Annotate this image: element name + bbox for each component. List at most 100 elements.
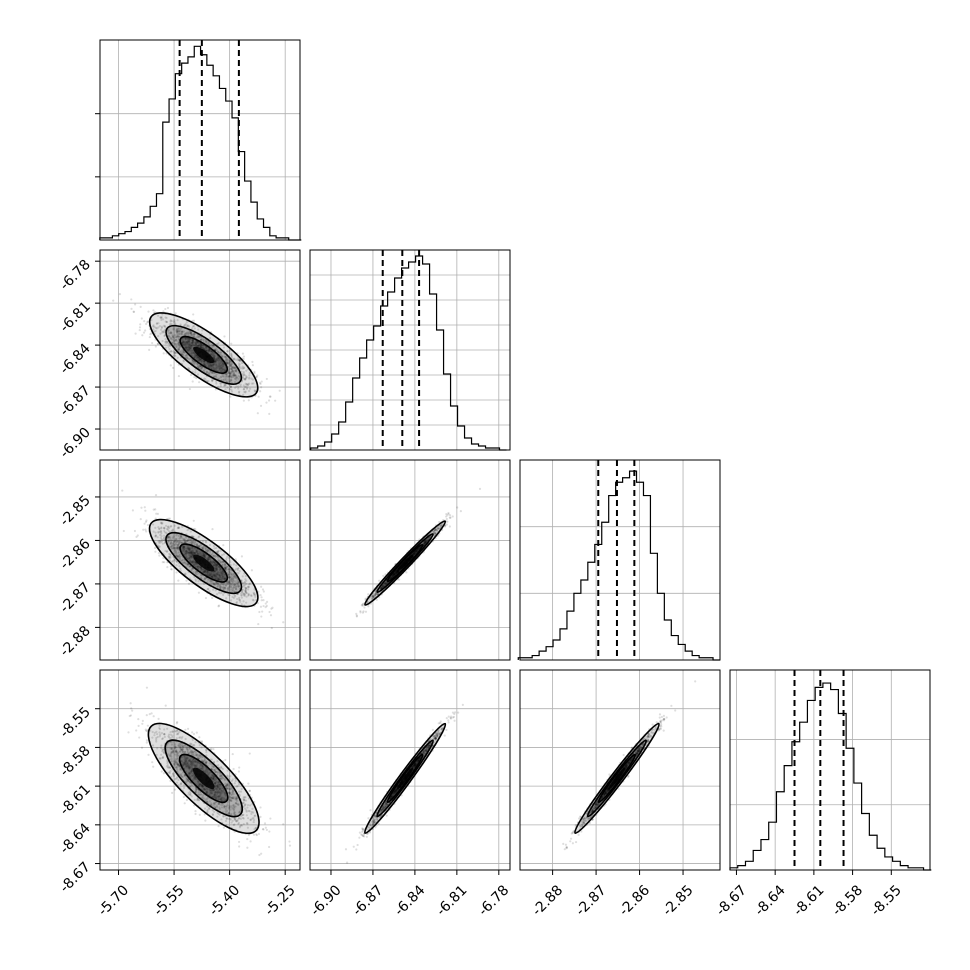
scatter-point [205,572,208,575]
scatter-point [197,552,200,555]
scatter-point [195,342,198,345]
scatter-point [130,307,133,310]
scatter-point [219,585,222,588]
scatter-point [234,374,237,377]
scatter-point [385,582,388,585]
scatter-point [152,508,155,511]
scatter-point [164,342,167,345]
scatter-point [254,595,257,598]
scatter-point [229,561,232,564]
scatter-point [232,584,235,587]
scatter-point [374,592,377,595]
scatter-point [238,598,241,602]
scatter-point [160,326,163,330]
scatter-point [393,572,396,576]
scatter-point [243,581,246,584]
panel-2-0: -2.88-2.87-2.86-2.85 [57,459,301,661]
scatter-point [268,830,271,833]
scatter-point [202,545,206,548]
scatter-point [413,553,416,556]
scatter-point [169,553,172,556]
scatter-point [436,527,440,530]
scatter-point [207,365,210,368]
scatter-point [234,585,238,589]
scatter-point [412,552,415,555]
scatter-point [212,564,215,567]
scatter-point [199,365,202,368]
scatter-point [143,506,146,509]
scatter-point [230,579,234,582]
scatter-point [230,363,234,366]
scatter-point [224,566,227,569]
scatter-point [228,576,231,579]
scatter-point [209,574,212,578]
scatter-point [222,571,225,574]
scatter-point [178,330,182,333]
scatter-point [190,332,193,335]
scatter-point [197,356,200,359]
scatter-point [188,547,191,550]
scatter-point [199,343,202,346]
scatter-point [197,341,200,344]
scatter-point [140,317,143,320]
density-core [193,346,215,364]
scatter-point [257,622,260,626]
scatter-point [200,359,203,362]
scatter-point [245,592,248,595]
scatter-point [208,574,211,578]
scatter-point [214,571,218,575]
scatter-point [201,552,204,555]
scatter-point [437,528,440,531]
scatter-point [188,340,191,343]
scatter-point [226,565,229,569]
scatter-point [207,558,210,561]
scatter-point [170,544,173,548]
scatter-point [223,378,226,381]
scatter-point [423,541,426,544]
scatter-point [170,337,173,340]
scatter-point [196,573,199,576]
scatter-point [170,568,173,571]
scatter-point [152,328,155,331]
scatter-point [215,358,218,361]
scatter-point [189,347,192,351]
scatter-point [202,570,205,573]
scatter-point [154,531,157,534]
scatter-point [210,367,213,370]
scatter-point [191,553,194,556]
scatter-point [191,567,194,570]
scatter-point [187,547,190,550]
scatter-point [213,573,216,576]
scatter-point [166,760,169,763]
scatter-point [207,548,210,552]
scatter-point [160,318,163,322]
scatter-point [448,516,451,519]
scatter-point [198,736,201,739]
scatter-point [226,784,229,787]
scatter-point [141,722,144,725]
scatter-point [228,372,231,375]
scatter-point [243,796,246,799]
scatter-point [240,361,243,365]
panel-1-1 [309,249,511,451]
scatter-point [219,367,222,370]
scatter-point [186,779,189,782]
scatter-point [218,359,221,362]
scatter-point [223,566,226,570]
scatter-point [186,356,189,359]
scatter-point [197,344,201,347]
scatter-point [182,541,186,544]
scatter-point [434,528,437,531]
scatter-point [228,568,231,571]
scatter-point [218,794,221,797]
scatter-point [243,594,246,597]
scatter-point [217,361,220,364]
scatter-point [391,574,395,578]
scatter-point [224,578,227,581]
scatter-point [202,582,206,585]
scatter-point [269,614,273,617]
scatter-point [173,540,176,543]
scatter-point [121,489,124,492]
scatter-point [172,546,175,549]
scatter-point [203,347,206,351]
